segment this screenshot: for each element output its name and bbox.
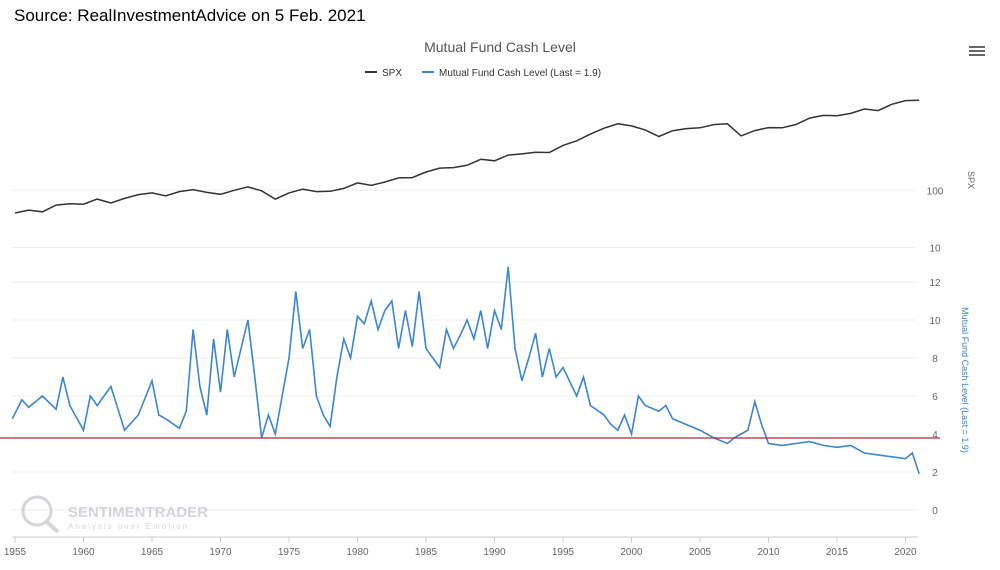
source-caption: Source: RealInvestmentAdvice on 5 Feb. 2… [14, 6, 366, 25]
legend-spx-label[interactable]: SPX [382, 68, 402, 79]
chart-title: Mutual Fund Cash Level [424, 39, 576, 55]
chart-menu-icon[interactable] [969, 44, 985, 58]
spx-axis-label: SPX [966, 171, 976, 189]
cash-axis-label: Mutual Fund Cash Level (Last = 1.9) [960, 307, 970, 453]
cash-tick-label: 0 [932, 506, 938, 517]
spx-tick-label: 100 [927, 186, 944, 197]
x-tick-label: 2015 [826, 547, 849, 558]
x-tick-label: 1990 [483, 547, 506, 558]
x-tick-label: 2005 [689, 547, 712, 558]
spx-tick-label: 10 [929, 243, 941, 254]
spx-series-line [14, 99, 920, 214]
watermark-subtitle: Analysis over Emotion [68, 522, 189, 531]
x-tick-label: 1975 [278, 547, 301, 558]
cash-tick-label: 2 [932, 468, 938, 479]
x-tick-label: 1995 [552, 547, 575, 558]
x-tick-label: 2000 [620, 547, 643, 558]
x-tick-label: 2020 [894, 547, 917, 558]
x-tick-label: 1985 [415, 547, 438, 558]
legend: SPX Mutual Fund Cash Level (Last = 1.9) [365, 68, 601, 79]
watermark-title: SENTIMENTRADER [68, 504, 208, 521]
watermark: SENTIMENTRADER Analysis over Emotion [21, 495, 208, 534]
cash-tick-label: 10 [929, 316, 941, 327]
cash-tick-label: 12 [929, 278, 941, 289]
legend-cash-label[interactable]: Mutual Fund Cash Level (Last = 1.9) [439, 68, 601, 79]
x-tick-label: 1965 [141, 547, 164, 558]
x-tick-label: 1970 [209, 547, 232, 558]
cash-tick-label: 6 [932, 392, 938, 403]
x-tick-label: 1980 [346, 547, 369, 558]
x-tick-label: 1960 [72, 547, 95, 558]
watermark-logo-icon [21, 495, 53, 527]
cash-series-line [11, 266, 920, 475]
cash-tick-label: 8 [932, 354, 938, 365]
x-tick-label: 1955 [4, 547, 27, 558]
cash-tick-label: 4 [932, 430, 938, 441]
x-tick-label: 2010 [757, 547, 780, 558]
